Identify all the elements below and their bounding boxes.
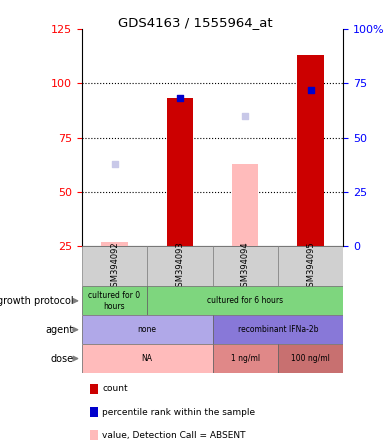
Text: GSM394093: GSM394093 xyxy=(176,241,184,292)
Text: GSM394094: GSM394094 xyxy=(241,241,250,292)
Bar xyxy=(147,286,343,315)
Text: value, Detection Call = ABSENT: value, Detection Call = ABSENT xyxy=(102,431,246,440)
Bar xyxy=(82,286,147,315)
Bar xyxy=(82,246,147,286)
Bar xyxy=(167,99,193,246)
Bar xyxy=(232,164,258,246)
Bar xyxy=(278,344,343,373)
Text: growth protocol: growth protocol xyxy=(0,296,74,306)
Text: NA: NA xyxy=(142,354,153,363)
Bar xyxy=(82,315,213,344)
Point xyxy=(112,160,118,167)
Text: cultured for 0
hours: cultured for 0 hours xyxy=(89,291,141,310)
Text: cultured for 6 hours: cultured for 6 hours xyxy=(207,296,283,305)
Point xyxy=(242,112,248,119)
Bar xyxy=(147,246,213,286)
Text: dose: dose xyxy=(51,353,74,364)
Bar xyxy=(213,315,343,344)
Text: 1 ng/ml: 1 ng/ml xyxy=(230,354,260,363)
Text: GDS4163 / 1555964_at: GDS4163 / 1555964_at xyxy=(118,16,272,28)
Point xyxy=(307,86,314,93)
Bar xyxy=(213,246,278,286)
Bar xyxy=(82,344,213,373)
Bar xyxy=(278,246,343,286)
Text: GSM394095: GSM394095 xyxy=(306,241,315,292)
Text: percentile rank within the sample: percentile rank within the sample xyxy=(102,408,255,416)
Text: agent: agent xyxy=(46,325,74,335)
Text: GSM394092: GSM394092 xyxy=(110,241,119,292)
Text: none: none xyxy=(138,325,157,334)
Text: recombinant IFNa-2b: recombinant IFNa-2b xyxy=(238,325,318,334)
Point xyxy=(177,95,183,102)
Bar xyxy=(213,344,278,373)
Bar xyxy=(101,242,128,246)
Bar xyxy=(298,55,324,246)
Text: count: count xyxy=(102,385,128,393)
Text: 100 ng/ml: 100 ng/ml xyxy=(291,354,330,363)
